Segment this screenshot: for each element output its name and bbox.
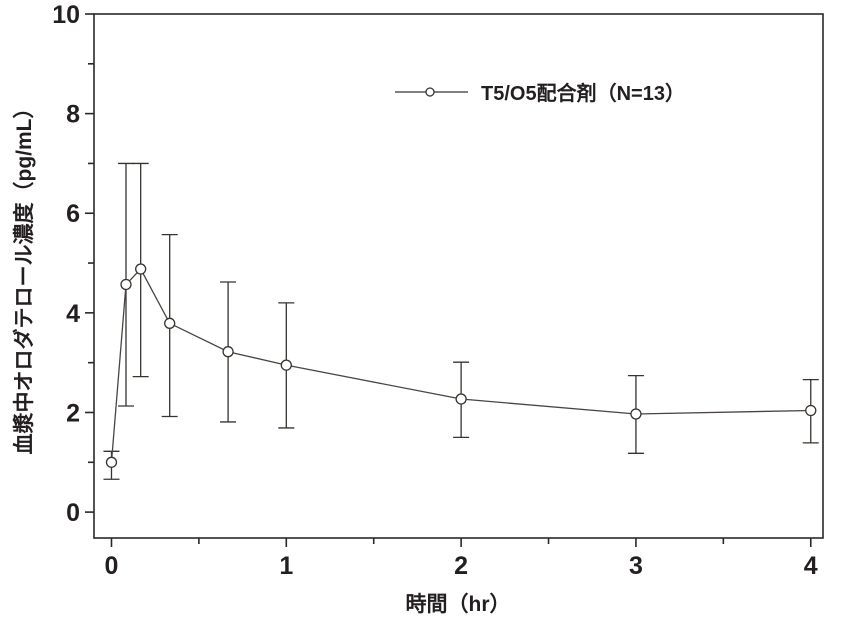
- x-tick-label: 0: [105, 552, 119, 580]
- y-tick-label: 8: [66, 101, 80, 129]
- legend-marker-circle: [425, 87, 435, 97]
- y-axis-title: 血漿中オロダテロール濃度（pg/mL）: [12, 98, 36, 455]
- data-point-marker: [120, 278, 132, 291]
- data-point-marker: [455, 393, 467, 405]
- y-tick-label: 6: [66, 200, 80, 228]
- x-tick-label: 3: [629, 552, 643, 580]
- data-point-marker: [105, 456, 118, 468]
- data-point-marker: [222, 346, 234, 358]
- data-point-marker: [805, 404, 817, 417]
- x-tick-label: 4: [804, 552, 818, 580]
- data-markers: [105, 263, 817, 468]
- x-axis: 0 1 2 3 4: [105, 538, 818, 580]
- data-point-marker: [280, 359, 292, 371]
- y-tick-label: 0: [66, 499, 80, 527]
- data-point-marker: [164, 317, 176, 329]
- x-tick-label: 1: [279, 552, 293, 580]
- x-tick-label: 2: [454, 552, 468, 580]
- error-bars: [103, 162, 819, 480]
- y-tick-label: 10: [52, 1, 80, 29]
- data-point-marker: [630, 408, 642, 420]
- legend-label: T5/O5配合剤（N=13）: [481, 81, 685, 105]
- y-tick-label: 2: [66, 399, 80, 427]
- data-point-marker: [135, 263, 147, 275]
- legend: T5/O5配合剤（N=13）: [395, 81, 685, 105]
- plot-area-border: [93, 13, 824, 539]
- y-axis: 0 2 4 6 8 10: [52, 1, 94, 527]
- x-axis-title: 時間（hr）: [406, 592, 511, 616]
- y-tick-label: 4: [66, 300, 80, 328]
